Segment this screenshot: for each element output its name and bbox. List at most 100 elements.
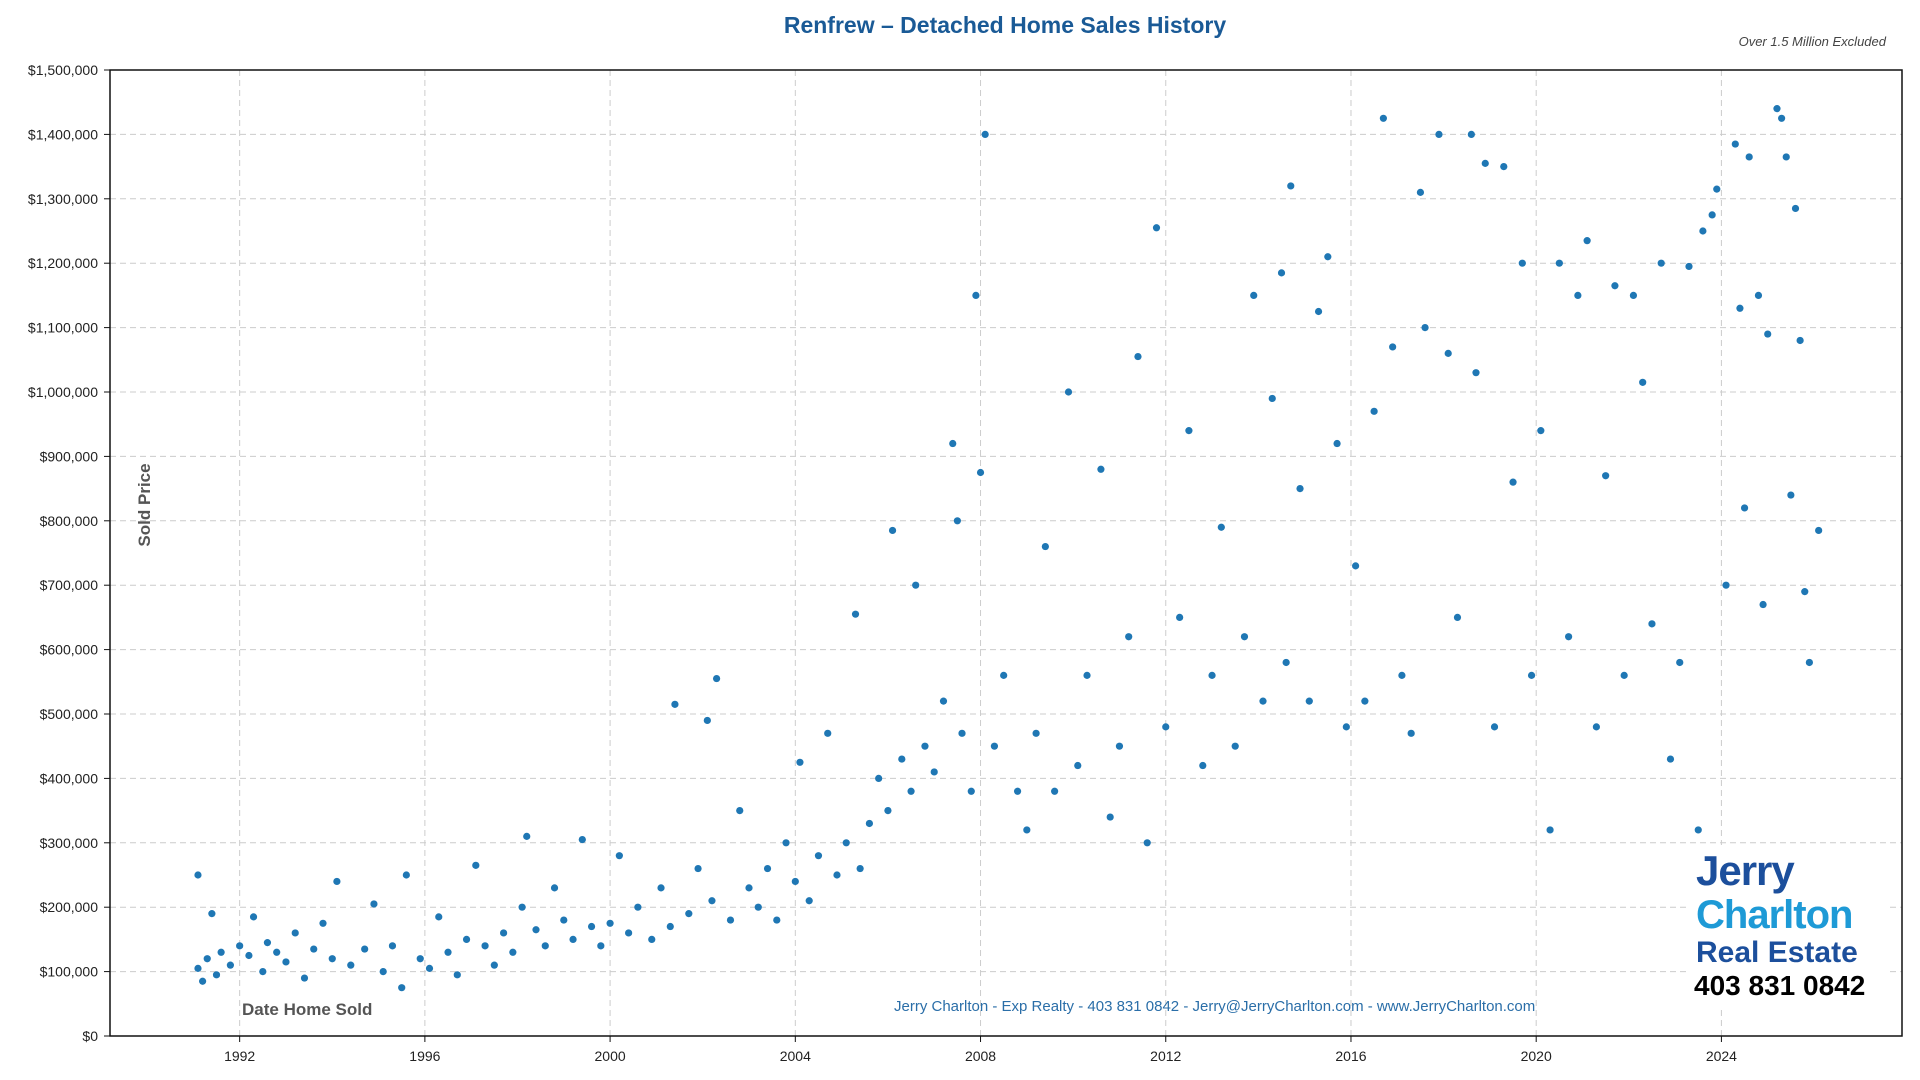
data-point	[912, 581, 920, 589]
data-point	[273, 948, 281, 956]
data-point	[217, 948, 225, 956]
data-point	[1342, 723, 1350, 731]
data-point	[1314, 307, 1323, 316]
data-point	[1565, 633, 1573, 641]
data-point	[1657, 259, 1665, 267]
data-point	[370, 900, 378, 908]
data-point	[453, 971, 461, 979]
data-point	[671, 700, 679, 708]
y-tick-label: $200,000	[40, 899, 99, 915]
data-point	[1537, 427, 1545, 435]
data-point	[990, 742, 999, 750]
data-point	[194, 871, 202, 879]
data-point	[958, 729, 966, 737]
data-point	[1416, 188, 1425, 196]
data-point	[736, 807, 744, 815]
data-point	[1231, 742, 1239, 750]
data-point	[1740, 504, 1749, 512]
data-point	[1694, 826, 1702, 834]
data-point	[851, 610, 860, 618]
x-tick-label: 2020	[1521, 1048, 1552, 1064]
data-point	[1152, 224, 1161, 232]
y-tick-label: $900,000	[40, 448, 99, 464]
logo-phone: 403 831 0842	[1694, 970, 1866, 1001]
data-point	[1305, 697, 1313, 705]
data-point	[1796, 336, 1804, 345]
data-point	[1041, 542, 1049, 551]
data-point	[1745, 153, 1753, 161]
data-point	[1490, 723, 1499, 731]
data-point	[1754, 291, 1763, 299]
data-point	[490, 961, 498, 969]
data-point	[796, 758, 804, 766]
data-point	[694, 864, 702, 873]
data-point	[1764, 330, 1772, 338]
data-point	[953, 517, 961, 525]
data-point	[1259, 697, 1267, 705]
data-point	[824, 729, 832, 737]
data-point	[1398, 671, 1406, 679]
data-point	[865, 819, 874, 828]
data-point	[1666, 755, 1675, 763]
data-point	[888, 526, 897, 535]
data-point	[569, 935, 577, 944]
data-point	[203, 955, 211, 963]
data-point	[1639, 378, 1647, 386]
data-point	[1731, 140, 1739, 148]
data-point	[833, 871, 841, 879]
y-tick-label: $500,000	[40, 706, 99, 722]
data-point	[1759, 600, 1767, 609]
data-point	[657, 884, 665, 892]
data-point	[1708, 211, 1716, 219]
y-tick-label: $0	[82, 1028, 98, 1044]
data-point	[333, 877, 341, 886]
data-point	[1421, 324, 1429, 332]
y-tick-label: $1,200,000	[28, 255, 98, 271]
data-point	[1379, 114, 1387, 122]
data-point	[782, 839, 790, 847]
data-point	[666, 922, 674, 931]
data-point	[444, 948, 452, 956]
data-point	[1444, 349, 1452, 357]
data-point	[606, 919, 614, 927]
data-point	[1083, 671, 1091, 679]
data-point	[981, 130, 989, 138]
data-point	[967, 787, 975, 795]
y-tick-label: $1,500,000	[28, 62, 98, 78]
data-point	[754, 903, 762, 911]
data-point	[1648, 620, 1656, 628]
data-point	[1217, 523, 1225, 531]
data-point	[814, 852, 823, 860]
plot-frame	[109, 69, 1903, 1037]
data-point	[587, 922, 596, 931]
data-point	[509, 948, 517, 956]
data-point	[199, 977, 207, 985]
data-point	[259, 968, 267, 976]
data-point	[1013, 787, 1022, 795]
data-point	[1676, 658, 1684, 667]
data-point	[1125, 633, 1133, 641]
data-point	[194, 964, 202, 972]
data-point	[1620, 671, 1628, 679]
data-point	[648, 935, 656, 944]
data-point	[1500, 163, 1508, 171]
x-tick-label: 2004	[780, 1048, 811, 1064]
data-point	[976, 468, 985, 477]
logo-line-1: Jerry	[1696, 847, 1795, 894]
data-point	[685, 910, 693, 918]
data-point	[532, 926, 540, 934]
data-point	[560, 916, 568, 924]
data-point	[1629, 291, 1638, 299]
data-point	[541, 942, 549, 950]
data-point	[1064, 388, 1073, 396]
data-point	[1032, 729, 1040, 737]
data-point	[425, 964, 434, 972]
data-point	[499, 929, 508, 937]
data-point	[462, 935, 471, 944]
data-point	[1370, 407, 1378, 415]
y-tick-label: $1,100,000	[28, 320, 98, 336]
data-point	[1277, 269, 1286, 277]
y-tick-label: $1,400,000	[28, 126, 98, 142]
y-tick-label: $700,000	[40, 577, 99, 593]
data-point	[398, 984, 406, 992]
